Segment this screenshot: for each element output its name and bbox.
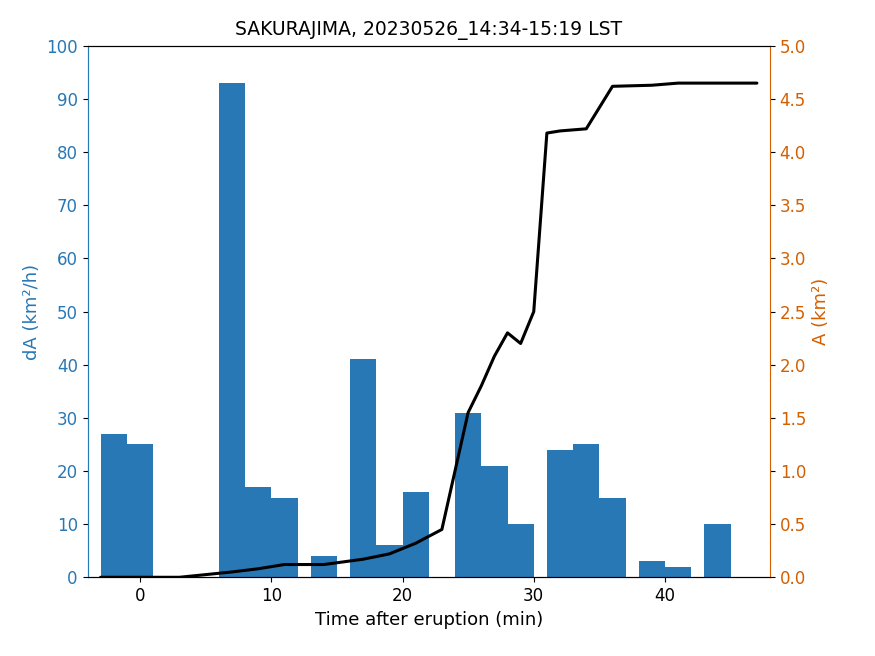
Bar <box>507 524 534 577</box>
Bar <box>547 450 573 577</box>
Bar <box>639 562 665 577</box>
Bar <box>704 524 731 577</box>
Bar <box>599 497 626 577</box>
X-axis label: Time after eruption (min): Time after eruption (min) <box>315 611 542 628</box>
Bar <box>481 466 508 577</box>
Bar <box>402 492 429 577</box>
Bar <box>101 434 127 577</box>
Bar <box>127 445 153 577</box>
Bar <box>271 497 298 577</box>
Bar <box>573 445 599 577</box>
Bar <box>455 413 481 577</box>
Bar <box>350 359 376 577</box>
Y-axis label: A (km²): A (km²) <box>812 278 829 345</box>
Title: SAKURAJIMA, 20230526_14:34-15:19 LST: SAKURAJIMA, 20230526_14:34-15:19 LST <box>235 21 622 40</box>
Bar <box>245 487 271 577</box>
Bar <box>665 567 691 577</box>
Bar <box>311 556 337 577</box>
Bar <box>219 83 245 577</box>
Bar <box>376 545 402 577</box>
Y-axis label: dA (km²/h): dA (km²/h) <box>23 264 40 359</box>
